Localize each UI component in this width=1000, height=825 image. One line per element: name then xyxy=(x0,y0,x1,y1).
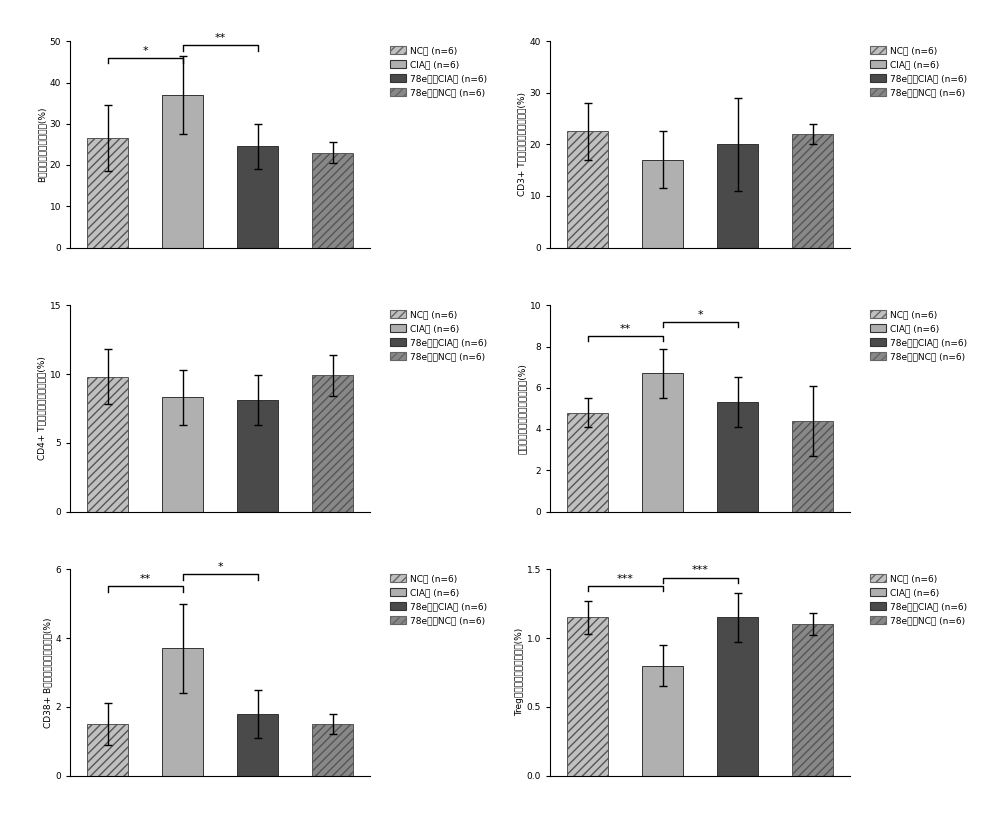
Bar xyxy=(162,398,203,512)
Bar xyxy=(567,131,608,248)
Legend: NC组 (n=6), CIA组 (n=6), 78e治疗CIA组 (n=6), 78e治疗NC组 (n=6): NC组 (n=6), CIA组 (n=6), 78e治疗CIA组 (n=6), … xyxy=(870,45,967,97)
Y-axis label: CD3+ T细胞占淡巴细胞的比例(%): CD3+ T细胞占淡巴细胞的比例(%) xyxy=(518,92,527,196)
Bar xyxy=(237,400,278,512)
Bar xyxy=(312,153,353,248)
Bar xyxy=(237,714,278,776)
Y-axis label: Treg细胞占淡巴细胞的比例(%): Treg细胞占淡巴细胞的比例(%) xyxy=(515,629,524,716)
Bar xyxy=(642,373,683,512)
Y-axis label: CD4+ T细胞占淡巴细胞的比例(%): CD4+ T细胞占淡巴细胞的比例(%) xyxy=(38,356,47,460)
Text: *: * xyxy=(697,309,703,319)
Bar xyxy=(312,375,353,512)
Text: **: ** xyxy=(214,33,226,43)
Bar xyxy=(87,377,128,512)
Bar xyxy=(717,403,758,512)
Bar xyxy=(162,95,203,248)
Text: *: * xyxy=(142,45,148,56)
Text: *: * xyxy=(217,563,223,573)
Text: **: ** xyxy=(139,574,151,584)
Bar xyxy=(792,625,833,775)
Text: ***: *** xyxy=(617,573,633,584)
Bar xyxy=(717,144,758,248)
Text: **: ** xyxy=(619,324,631,334)
Legend: NC组 (n=6), CIA组 (n=6), 78e治疗CIA组 (n=6), 78e治疗NC组 (n=6): NC组 (n=6), CIA组 (n=6), 78e治疗CIA组 (n=6), … xyxy=(870,309,967,361)
Bar xyxy=(87,138,128,248)
Bar xyxy=(792,421,833,512)
Legend: NC组 (n=6), CIA组 (n=6), 78e治疗CIA组 (n=6), 78e治疗NC组 (n=6): NC组 (n=6), CIA组 (n=6), 78e治疗CIA组 (n=6), … xyxy=(390,309,487,361)
Bar xyxy=(237,147,278,248)
Legend: NC组 (n=6), CIA组 (n=6), 78e治疗CIA组 (n=6), 78e治疗NC组 (n=6): NC组 (n=6), CIA组 (n=6), 78e治疗CIA组 (n=6), … xyxy=(870,573,967,625)
Bar xyxy=(87,724,128,776)
Text: ***: *** xyxy=(692,565,708,576)
Y-axis label: CD38+ B细胞占淡巴细胞的比例(%): CD38+ B细胞占淡巴细胞的比例(%) xyxy=(43,617,52,728)
Legend: NC组 (n=6), CIA组 (n=6), 78e治疗CIA组 (n=6), 78e治疗NC组 (n=6): NC组 (n=6), CIA组 (n=6), 78e治疗CIA组 (n=6), … xyxy=(390,45,487,97)
Bar xyxy=(312,724,353,776)
Bar xyxy=(162,648,203,776)
Y-axis label: B细胞占淡巴细胞的比例(%): B细胞占淡巴细胞的比例(%) xyxy=(38,106,47,182)
Bar xyxy=(792,134,833,248)
Legend: NC组 (n=6), CIA组 (n=6), 78e治疗CIA组 (n=6), 78e治疗NC组 (n=6): NC组 (n=6), CIA组 (n=6), 78e治疗CIA组 (n=6), … xyxy=(390,573,487,625)
Y-axis label: 自然杀佤细胞占淡巴细胞的比例(%): 自然杀佤细胞占淡巴细胞的比例(%) xyxy=(518,363,527,454)
Bar xyxy=(717,617,758,776)
Bar xyxy=(642,666,683,776)
Bar xyxy=(567,617,608,776)
Bar xyxy=(642,160,683,248)
Bar xyxy=(567,412,608,512)
